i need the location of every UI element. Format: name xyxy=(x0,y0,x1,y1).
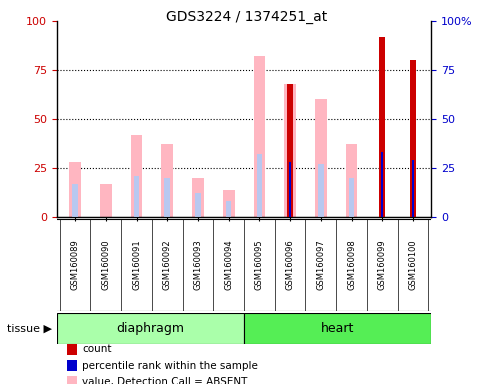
Text: heart: heart xyxy=(321,322,354,335)
Text: percentile rank within the sample: percentile rank within the sample xyxy=(82,361,258,371)
Bar xyxy=(289,162,291,217)
Bar xyxy=(257,154,262,217)
Bar xyxy=(410,60,416,217)
Bar xyxy=(161,144,173,217)
Bar xyxy=(134,176,140,217)
Bar xyxy=(315,99,327,217)
Bar xyxy=(346,144,357,217)
Text: GSM160092: GSM160092 xyxy=(163,240,172,290)
Bar xyxy=(165,178,170,217)
Bar xyxy=(192,178,204,217)
Text: GSM160096: GSM160096 xyxy=(285,240,295,290)
Bar xyxy=(244,313,431,344)
Text: count: count xyxy=(82,344,112,354)
Text: GSM160091: GSM160091 xyxy=(132,240,141,290)
Text: GSM160100: GSM160100 xyxy=(408,240,418,290)
Text: GSM160093: GSM160093 xyxy=(193,240,203,290)
Text: GSM160094: GSM160094 xyxy=(224,240,233,290)
Bar xyxy=(287,84,293,217)
Bar xyxy=(318,164,323,217)
Text: GSM160089: GSM160089 xyxy=(70,240,80,290)
Bar xyxy=(253,56,265,217)
Text: value, Detection Call = ABSENT: value, Detection Call = ABSENT xyxy=(82,377,247,384)
Bar xyxy=(57,313,244,344)
Bar xyxy=(223,190,235,217)
Bar xyxy=(381,152,384,217)
Text: GSM160098: GSM160098 xyxy=(347,240,356,290)
Text: tissue ▶: tissue ▶ xyxy=(7,323,52,333)
Text: GSM160099: GSM160099 xyxy=(378,240,387,290)
Text: GSM160090: GSM160090 xyxy=(102,240,110,290)
Text: GDS3224 / 1374251_at: GDS3224 / 1374251_at xyxy=(166,10,327,23)
Bar xyxy=(380,37,385,217)
Bar xyxy=(100,184,112,217)
Bar xyxy=(284,84,296,217)
Bar xyxy=(349,178,354,217)
Text: diaphragm: diaphragm xyxy=(116,322,184,335)
Bar xyxy=(131,135,142,217)
Bar xyxy=(195,194,201,217)
Text: GSM160095: GSM160095 xyxy=(255,240,264,290)
Text: GSM160097: GSM160097 xyxy=(317,240,325,290)
Bar xyxy=(412,160,414,217)
Bar xyxy=(226,201,231,217)
Bar xyxy=(72,184,78,217)
Bar xyxy=(70,162,81,217)
